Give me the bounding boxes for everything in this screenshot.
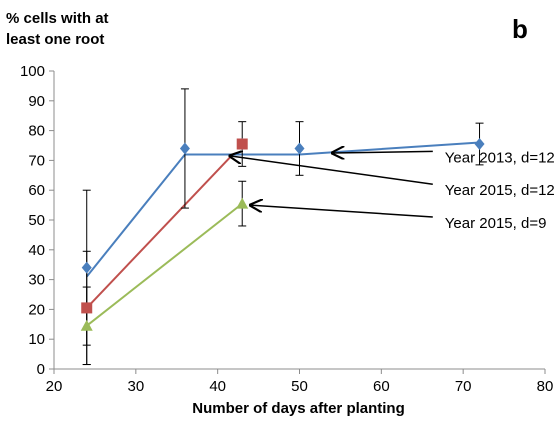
x-tick-label: 50 bbox=[291, 378, 308, 395]
x-tick-label: 70 bbox=[455, 378, 472, 395]
data-point-diamond bbox=[179, 142, 190, 155]
annotation-arrow bbox=[332, 151, 433, 153]
data-point-diamond bbox=[294, 142, 305, 155]
x-tick-label: 40 bbox=[209, 378, 226, 395]
y-tick-label: 40 bbox=[28, 242, 45, 259]
y-tick-label: 60 bbox=[28, 182, 45, 199]
y-tick-label: 90 bbox=[28, 93, 45, 110]
y-tick-label: 10 bbox=[28, 331, 45, 348]
annotation-label: Year 2015, d=9 bbox=[445, 215, 547, 232]
x-tick-label: 30 bbox=[127, 378, 144, 395]
x-tick-label: 20 bbox=[46, 378, 63, 395]
annotation-arrow bbox=[230, 156, 433, 185]
y-tick-label: 0 bbox=[37, 361, 45, 378]
data-point-diamond bbox=[81, 261, 92, 274]
annotation-label: Year 2013, d=12 bbox=[445, 149, 555, 166]
annotation-label: Year 2015, d=12 bbox=[445, 182, 555, 199]
data-point-triangle bbox=[236, 197, 249, 209]
data-point-diamond bbox=[474, 138, 485, 151]
y-tick-label: 20 bbox=[28, 301, 45, 318]
x-axis-title: Number of days after planting bbox=[192, 400, 405, 417]
y-axis-title: % cells with at least one root bbox=[6, 10, 109, 48]
panel-label: b bbox=[512, 14, 528, 44]
series-line bbox=[86, 156, 231, 309]
y-tick-label: 80 bbox=[28, 123, 45, 140]
annotation-arrow bbox=[250, 205, 433, 218]
x-tick-label: 80 bbox=[537, 378, 554, 395]
series-line bbox=[86, 202, 243, 327]
y-tick-label: 50 bbox=[28, 212, 45, 229]
data-point-square bbox=[236, 138, 248, 150]
y-tick-label: 30 bbox=[28, 272, 45, 289]
y-tick-label: 100 bbox=[20, 63, 45, 80]
x-tick-label: 60 bbox=[373, 378, 390, 395]
y-tick-label: 70 bbox=[28, 152, 45, 169]
data-point-triangle bbox=[80, 319, 93, 331]
data-point-square bbox=[81, 302, 93, 314]
